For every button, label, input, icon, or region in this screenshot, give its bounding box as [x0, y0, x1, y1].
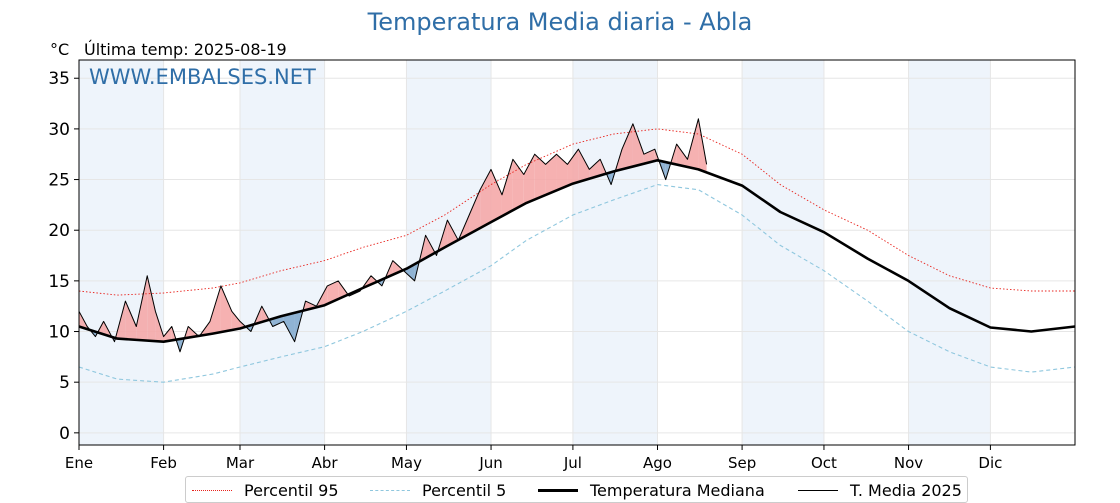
- fill-above-median: [491, 169, 502, 222]
- month-bands: [79, 60, 990, 445]
- x-tick-label: May: [391, 454, 422, 472]
- y-tick-label: 30: [48, 120, 70, 140]
- x-tick-label: Abr: [312, 454, 339, 472]
- y-tick-label: 25: [48, 171, 70, 191]
- fill-above-median: [502, 159, 513, 216]
- legend-swatch-median: [538, 489, 578, 492]
- y-tick-label: 10: [48, 323, 70, 343]
- x-tick-label: Nov: [894, 454, 923, 472]
- legend-swatch-year: [798, 490, 838, 491]
- x-tick-label: Sep: [728, 454, 756, 472]
- y-tick-label: 15: [48, 272, 70, 292]
- watermark: WWW.EMBALSES.NET: [89, 65, 316, 89]
- fill-above-median: [210, 286, 221, 334]
- fill-above-median: [677, 144, 688, 167]
- x-axis: Ene Feb Mar Abr May Jun Jul Ago Sep Oct Nov Dic: [65, 445, 1003, 472]
- y-tick-label: 0: [59, 424, 70, 444]
- x-tick-label: Jul: [563, 454, 582, 472]
- legend: Percentil 95 Percentil 5 Temperatura Med…: [185, 476, 968, 503]
- x-tick-label: Dic: [978, 454, 1002, 472]
- x-tick-label: Feb: [150, 454, 177, 472]
- legend-swatch-p95: [192, 490, 232, 491]
- legend-label-p95: Percentil 95: [244, 481, 339, 500]
- legend-label-median: Temperatura Mediana: [590, 481, 765, 500]
- x-tick-label: Ene: [65, 454, 93, 472]
- x-tick-label: Oct: [811, 454, 837, 472]
- month-band: [909, 60, 991, 445]
- fill-above-median: [221, 286, 232, 332]
- legend-label-year: T. Media 2025: [850, 481, 962, 500]
- y-tick-label: 5: [59, 373, 70, 393]
- legend-swatch-p5: [370, 490, 410, 491]
- y-axis: 0 5 10 15 20 25 30 35: [48, 69, 79, 444]
- fill-above-median: [546, 154, 557, 195]
- legend-label-p5: Percentil 5: [422, 481, 506, 500]
- fill-above-median: [535, 154, 546, 199]
- month-band: [240, 60, 325, 445]
- month-band: [742, 60, 824, 445]
- month-band: [406, 60, 491, 445]
- x-tick-label: Ago: [643, 454, 672, 472]
- x-tick-label: Jun: [478, 454, 502, 472]
- fill-above-median: [524, 154, 535, 204]
- y-tick-label: 35: [48, 69, 70, 89]
- month-band: [573, 60, 658, 445]
- temperature-chart: WWW.EMBALSES.NET 0 5 10 15 20 25 30 35 Ene Feb Ma…: [0, 0, 1120, 476]
- x-tick-label: Mar: [226, 454, 255, 472]
- month-band: [79, 60, 164, 445]
- y-tick-label: 20: [48, 221, 70, 241]
